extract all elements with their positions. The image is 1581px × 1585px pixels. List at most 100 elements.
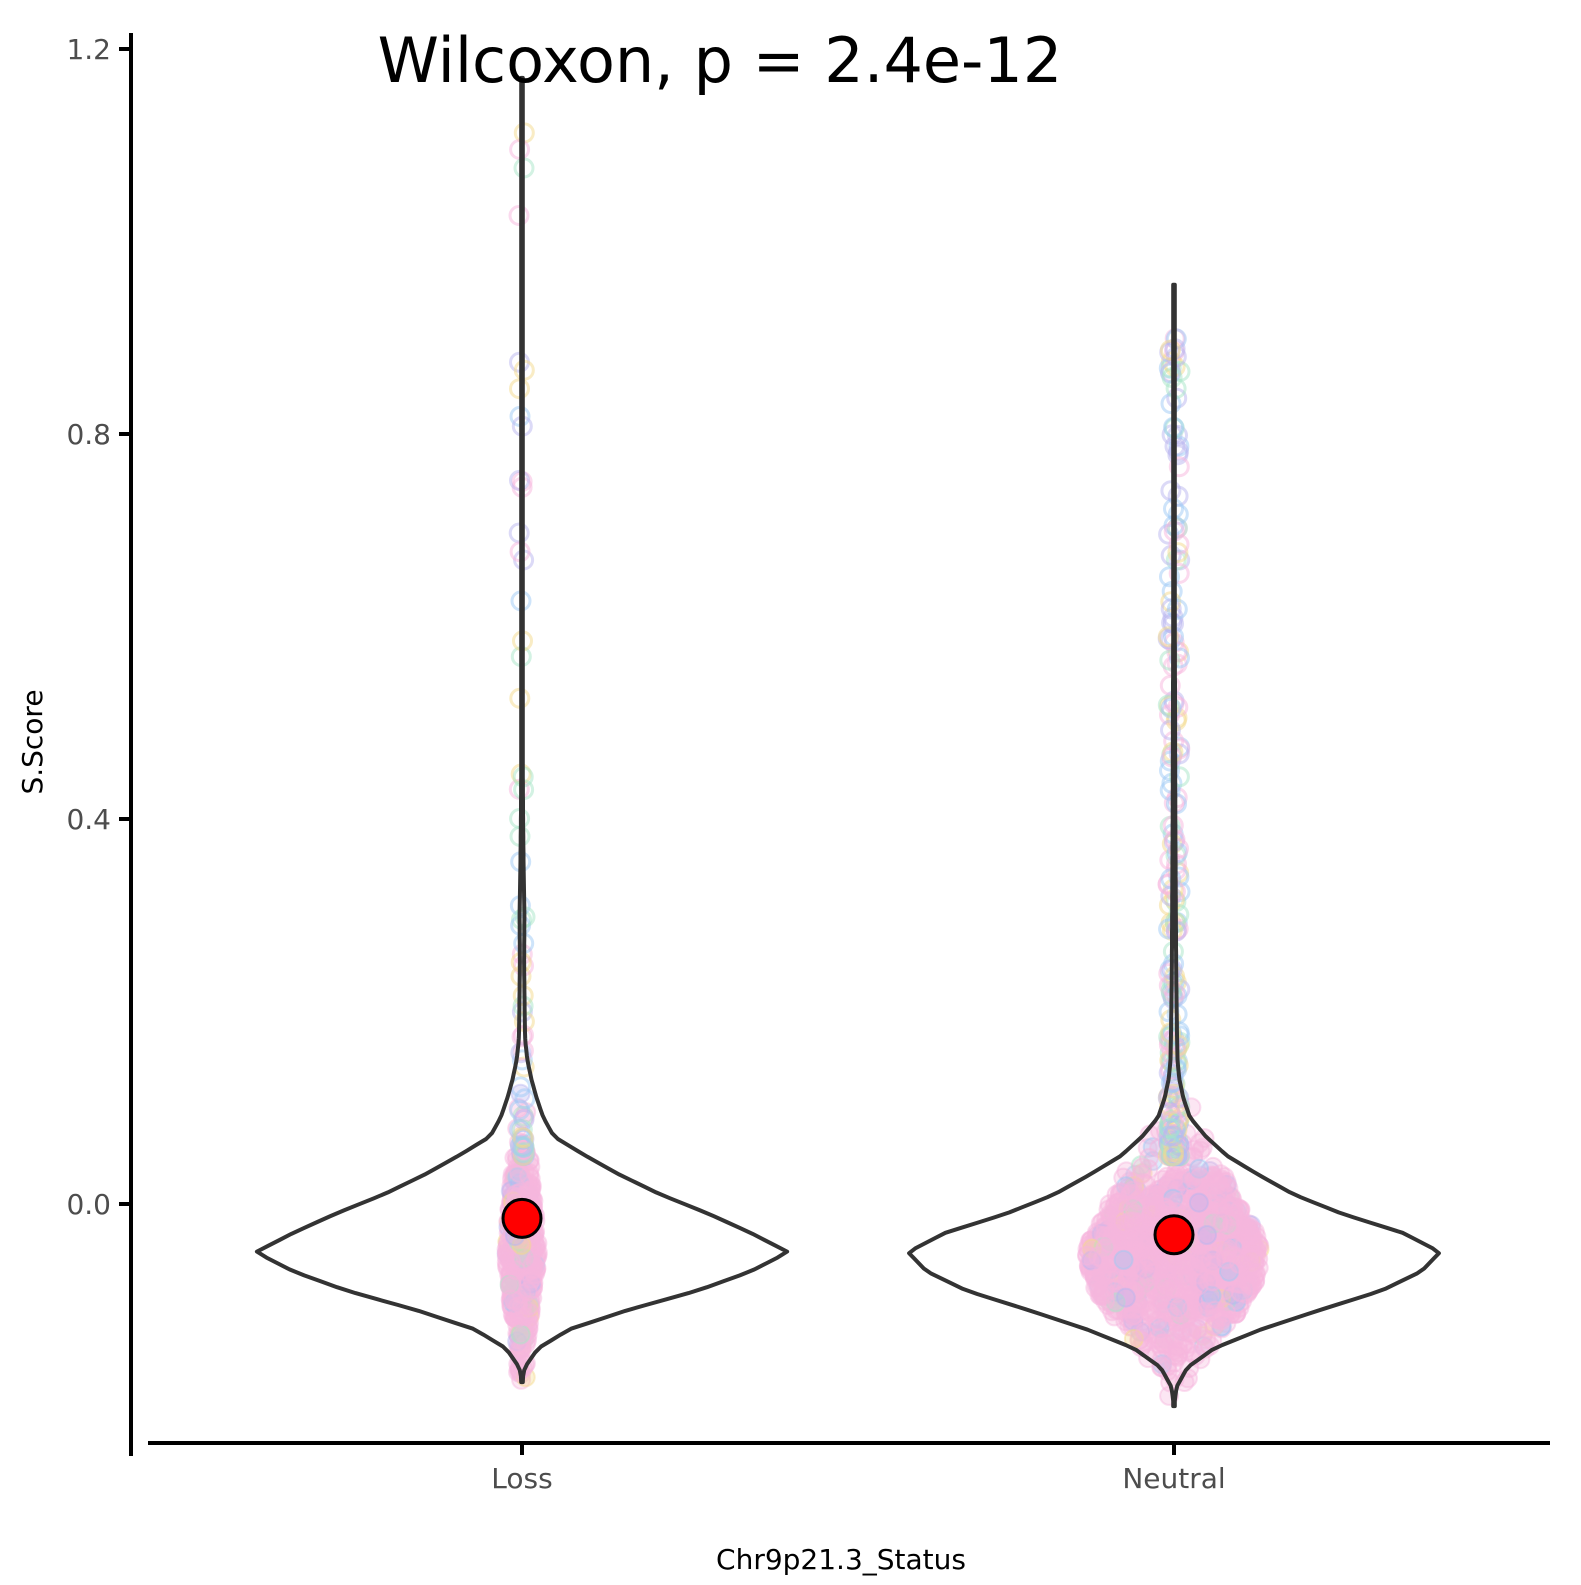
jitter-point: [1135, 1258, 1156, 1279]
jitter-point: [1230, 1222, 1251, 1243]
jitter-point: [1236, 1284, 1257, 1304]
jitter-point: [1243, 1244, 1264, 1265]
jitter-point: [1097, 1220, 1118, 1241]
jitter-point: [1181, 1293, 1202, 1314]
jitter-point: [508, 1274, 529, 1295]
jitter-point: [1132, 1157, 1153, 1178]
jitter-point: [514, 1278, 535, 1299]
jitter-point: [1183, 1165, 1204, 1186]
jitter-point: [1208, 1212, 1229, 1233]
jitter-point: [1130, 1212, 1151, 1233]
jitter-point: [503, 1258, 524, 1279]
jitter-point: [500, 1181, 521, 1202]
violin-loss: [254, 75, 790, 1385]
jitter-point: [523, 1277, 544, 1298]
jitter-point: [1193, 1219, 1214, 1240]
jitter-point: [1084, 1234, 1105, 1255]
jitter-point: [1106, 1250, 1127, 1271]
jitter-point: [1098, 1295, 1118, 1316]
jitter-point: [1104, 1247, 1125, 1268]
jitter-point: [1137, 1196, 1158, 1217]
jitter-point: [1128, 1263, 1149, 1284]
jitter-point: [1193, 1275, 1214, 1296]
jitter-point: [1213, 1228, 1234, 1249]
jitter-point: [1196, 1329, 1217, 1350]
jitter-point: [1206, 1243, 1227, 1264]
jitter-point: [510, 1245, 531, 1266]
jitter-point: [1159, 339, 1181, 361]
jitter-point: [1095, 1265, 1116, 1286]
jitter-point: [1123, 1299, 1144, 1320]
jitter-point: [1106, 1184, 1127, 1205]
jitter-point: [526, 1236, 547, 1257]
jitter-point: [1239, 1224, 1260, 1245]
jitter-point: [1241, 1219, 1262, 1240]
jitter-point: [1159, 1278, 1179, 1299]
jitter-point: [1180, 1252, 1201, 1273]
jitter-point: [1239, 1248, 1260, 1269]
jitter-point: [1080, 1261, 1101, 1282]
jitter-point: [510, 1324, 531, 1345]
jitter-point: [1185, 1196, 1206, 1217]
jitter-point: [1190, 1247, 1211, 1268]
jitter-point: [1190, 1140, 1211, 1161]
jitter-point: [1216, 1185, 1237, 1206]
jitter-point: [1112, 1211, 1133, 1232]
jitter-point: [1236, 1270, 1257, 1291]
jitter-point: [498, 1233, 519, 1254]
jitter-point: [1220, 1304, 1241, 1325]
jitter-point: [1118, 1260, 1139, 1281]
jitter-point: [1165, 1172, 1186, 1192]
jitter-point: [1223, 1248, 1244, 1269]
jitter-point: [517, 1299, 538, 1320]
jitter-point: [1154, 1328, 1175, 1349]
jitter-point: [510, 1323, 531, 1344]
jitter-point: [502, 1169, 522, 1189]
jitter-point: [1123, 1245, 1144, 1266]
jitter-point: [1156, 1259, 1177, 1280]
jitter-point: [1167, 1346, 1188, 1367]
jitter-point: [1162, 1267, 1182, 1288]
jitter-point: [1087, 1230, 1108, 1251]
jitter-point: [1138, 1159, 1159, 1180]
jitter-point: [1122, 1261, 1143, 1282]
jitter-point: [1187, 1270, 1208, 1290]
jitter-point: [1215, 1198, 1236, 1219]
jitter-point: [1192, 1206, 1213, 1227]
jitter-point: [1208, 1237, 1229, 1258]
jitter-point: [1111, 1205, 1132, 1225]
jitter-point: [510, 1171, 531, 1192]
jitter-point: [1189, 1158, 1210, 1179]
jitter-point: [1090, 1280, 1111, 1301]
jitter-point: [1168, 456, 1190, 478]
jitter-point: [1087, 1276, 1108, 1297]
jitter-point: [1240, 1236, 1261, 1257]
jitter-point: [1199, 1241, 1220, 1262]
jitter-point: [520, 1299, 541, 1320]
jitter-point: [1210, 1164, 1231, 1185]
jitter-point: [1199, 1272, 1220, 1292]
jitter-point: [1197, 1225, 1217, 1245]
jitter-point: [1174, 1303, 1195, 1323]
jitter-point: [1167, 1270, 1188, 1291]
jitter-point: [1161, 1302, 1181, 1323]
jitter-point: [1244, 1267, 1264, 1288]
jitter-point: [504, 1171, 524, 1191]
jitter-point: [1238, 1281, 1259, 1302]
jitter-point: [1164, 1352, 1185, 1373]
jitter-point: [1097, 1224, 1118, 1245]
jitter-point: [1231, 1274, 1252, 1294]
jitter-point: [1223, 1213, 1244, 1234]
jitter-point: [1154, 1252, 1175, 1273]
jitter-point: [1116, 1239, 1137, 1260]
jitter-point: [1166, 1312, 1187, 1333]
jitter-point: [1092, 1249, 1113, 1270]
jitter-point: [500, 1289, 521, 1310]
jitter-point: [501, 1181, 522, 1201]
jitter-point: [1140, 1250, 1161, 1271]
jitter-point: [511, 1286, 532, 1307]
jitter-point: [1141, 1185, 1162, 1206]
jitter-point: [1121, 1249, 1141, 1270]
jitter-point: [505, 1307, 526, 1328]
jitter-point: [1178, 1321, 1198, 1342]
